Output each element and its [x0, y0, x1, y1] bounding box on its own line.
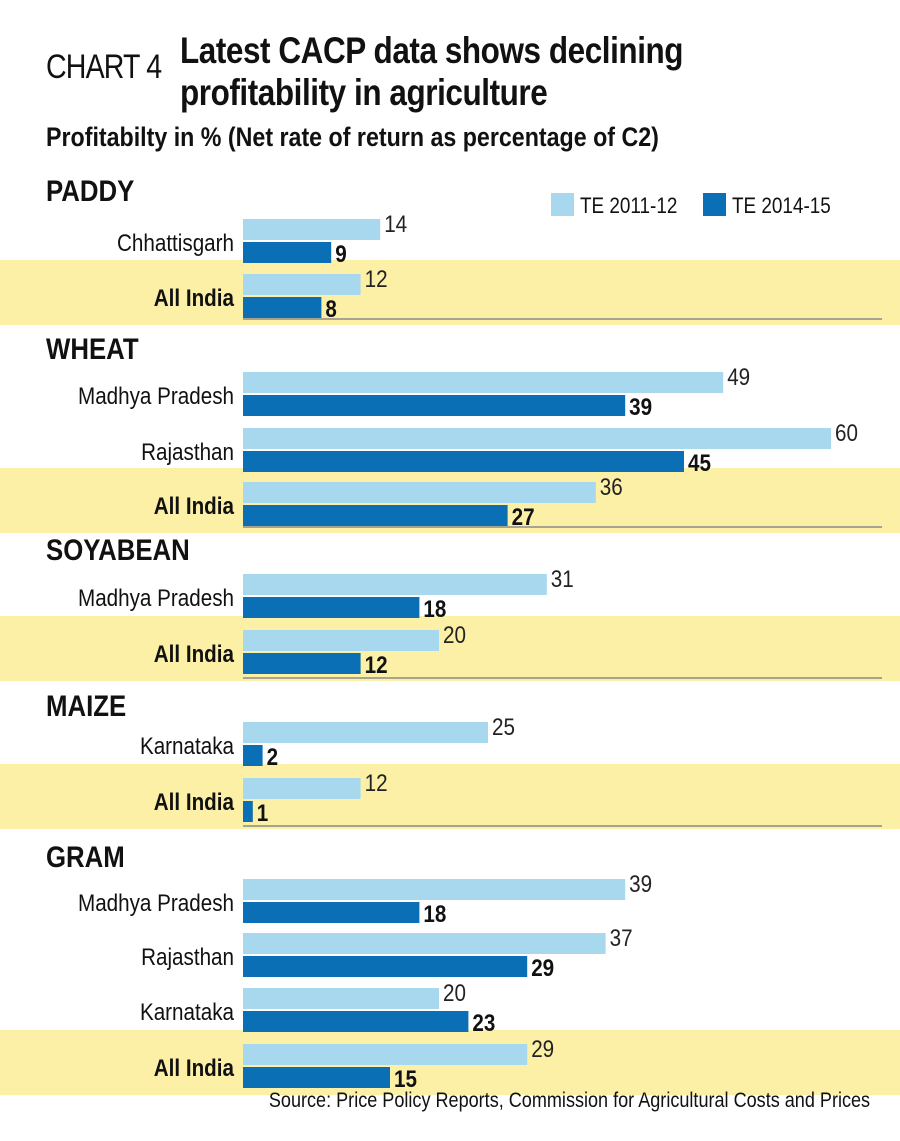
crop-heading-maize: MAIZE — [46, 689, 126, 722]
value-label-te-2014-15-gram-rajasthan: 29 — [531, 955, 554, 982]
bar-te-2011-12-soyabean-all-india — [243, 630, 439, 651]
bar-te-2014-15-maize-karnataka — [243, 745, 263, 766]
value-label-te-2014-15-paddy-all-india: 8 — [325, 296, 336, 323]
value-label-te-2011-12-gram-all-india: 29 — [531, 1036, 554, 1063]
bar-te-2011-12-paddy-chhattisgarh — [243, 219, 381, 240]
bar-te-2011-12-maize-karnataka — [243, 722, 488, 743]
row-label-wheat-all-india: All India — [154, 493, 235, 520]
value-label-te-2014-15-wheat-all-india: 27 — [512, 504, 535, 531]
bar-te-2011-12-paddy-all-india — [243, 274, 361, 295]
row-label-paddy-all-india: All India — [154, 285, 235, 312]
row-label-maize-all-india: All India — [154, 789, 235, 816]
bar-te-2014-15-soyabean-madhya-pradesh — [243, 597, 420, 618]
highlight-band-soyabean-all-india — [0, 616, 900, 681]
value-label-te-2011-12-paddy-chhattisgarh: 14 — [384, 211, 407, 238]
value-label-te-2014-15-gram-karnataka: 23 — [472, 1010, 495, 1037]
value-label-te-2014-15-gram-all-india: 15 — [394, 1066, 417, 1093]
value-label-te-2014-15-wheat-madhya-pradesh: 39 — [629, 394, 652, 421]
row-label-soyabean-madhya-pradesh: Madhya Pradesh — [78, 585, 234, 612]
crop-heading-wheat: WHEAT — [46, 332, 139, 365]
value-label-te-2011-12-soyabean-madhya-pradesh: 31 — [551, 566, 574, 593]
value-label-te-2011-12-maize-all-india: 12 — [365, 770, 388, 797]
chart-subtitle: Profitabilty in % (Net rate of return as… — [46, 122, 659, 152]
row-label-wheat-madhya-pradesh: Madhya Pradesh — [78, 383, 234, 410]
row-label-gram-rajasthan: Rajasthan — [141, 944, 234, 971]
bar-te-2011-12-gram-karnataka — [243, 988, 439, 1009]
value-label-te-2014-15-soyabean-all-india: 12 — [365, 652, 388, 679]
bar-te-2011-12-gram-madhya-pradesh — [243, 879, 626, 900]
value-label-te-2011-12-maize-karnataka: 25 — [492, 714, 515, 741]
bar-te-2014-15-gram-karnataka — [243, 1011, 469, 1032]
bar-te-2014-15-paddy-chhattisgarh — [243, 242, 332, 263]
highlight-band-paddy-all-india — [0, 260, 900, 325]
value-label-te-2011-12-wheat-all-india: 36 — [600, 474, 623, 501]
row-label-maize-karnataka: Karnataka — [140, 733, 235, 760]
bar-te-2014-15-gram-all-india — [243, 1067, 390, 1088]
value-label-te-2011-12-wheat-madhya-pradesh: 49 — [727, 364, 750, 391]
bar-te-2014-15-maize-all-india — [243, 801, 253, 822]
highlight-band-maize-all-india — [0, 764, 900, 829]
value-label-te-2011-12-gram-rajasthan: 37 — [610, 925, 633, 952]
bar-te-2011-12-gram-rajasthan — [243, 933, 606, 954]
bar-te-2014-15-gram-rajasthan — [243, 956, 528, 977]
row-label-gram-madhya-pradesh: Madhya Pradesh — [78, 890, 234, 917]
legend-swatch-te-2011-12 — [551, 193, 574, 216]
crop-heading-paddy: PADDY — [46, 174, 135, 207]
value-label-te-2011-12-gram-karnataka: 20 — [443, 980, 466, 1007]
bar-te-2011-12-soyabean-madhya-pradesh — [243, 574, 547, 595]
bar-te-2014-15-wheat-rajasthan — [243, 451, 684, 472]
legend-swatch-te-2014-15 — [703, 193, 726, 216]
crop-heading-soyabean: SOYABEAN — [46, 533, 190, 566]
value-label-te-2014-15-gram-madhya-pradesh: 18 — [423, 901, 446, 928]
legend-label-te-2014-15: TE 2014-15 — [732, 194, 831, 219]
value-label-te-2014-15-paddy-chhattisgarh: 9 — [335, 241, 346, 268]
bar-te-2014-15-gram-madhya-pradesh — [243, 902, 420, 923]
row-label-soyabean-all-india: All India — [154, 641, 235, 668]
chart-title: Latest CACP data shows declining profita… — [180, 30, 684, 114]
crop-heading-gram: GRAM — [46, 840, 125, 873]
bar-te-2014-15-soyabean-all-india — [243, 653, 361, 674]
chart-title-line-2: profitability in agriculture — [180, 72, 548, 113]
bar-te-2011-12-wheat-madhya-pradesh — [243, 372, 724, 393]
chart-number-label: CHART 4 — [46, 48, 162, 86]
value-label-te-2011-12-gram-madhya-pradesh: 39 — [629, 871, 652, 898]
row-label-gram-karnataka: Karnataka — [140, 999, 235, 1026]
value-label-te-2014-15-wheat-rajasthan: 45 — [688, 450, 711, 477]
row-label-paddy-chhattisgarh: Chhattisgarh — [117, 230, 234, 257]
bar-te-2014-15-wheat-all-india — [243, 505, 508, 526]
bar-te-2014-15-wheat-madhya-pradesh — [243, 395, 626, 416]
bar-te-2011-12-maize-all-india — [243, 778, 361, 799]
value-label-te-2014-15-maize-all-india: 1 — [257, 800, 268, 827]
bar-te-2014-15-paddy-all-india — [243, 297, 322, 318]
value-label-te-2011-12-soyabean-all-india: 20 — [443, 622, 466, 649]
legend-label-te-2011-12: TE 2011-12 — [580, 194, 677, 219]
row-label-wheat-rajasthan: Rajasthan — [141, 439, 234, 466]
bar-te-2011-12-wheat-rajasthan — [243, 428, 831, 449]
bar-te-2011-12-gram-all-india — [243, 1044, 528, 1065]
row-label-gram-all-india: All India — [154, 1055, 235, 1082]
source-note: Source: Price Policy Reports, Commission… — [268, 1089, 870, 1112]
value-label-te-2014-15-soyabean-madhya-pradesh: 18 — [423, 596, 446, 623]
bar-te-2011-12-wheat-all-india — [243, 482, 596, 503]
value-label-te-2011-12-paddy-all-india: 12 — [365, 266, 388, 293]
value-label-te-2014-15-maize-karnataka: 2 — [267, 744, 278, 771]
value-label-te-2011-12-wheat-rajasthan: 60 — [835, 420, 858, 447]
chart-title-line-1: Latest CACP data shows declining — [180, 30, 684, 71]
